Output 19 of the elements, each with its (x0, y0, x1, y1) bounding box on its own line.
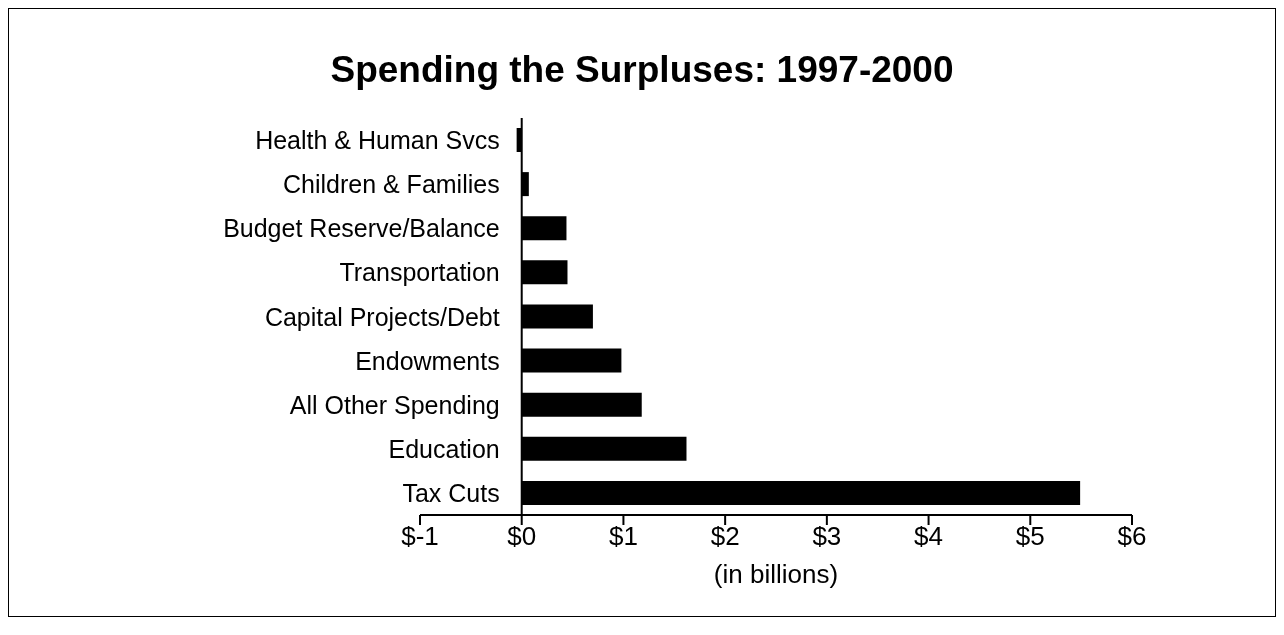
y-tick-label: Health & Human Svcs (255, 126, 500, 155)
x-axis-title: (in billions) (712, 559, 840, 590)
y-tick-label: Endowments (355, 346, 500, 375)
x-tick-label: $5 (1015, 521, 1045, 552)
x-tick-label: $1 (608, 521, 638, 552)
x-tick-label: $3 (812, 521, 842, 552)
x-tick-label: $4 (914, 521, 944, 552)
y-tick-label: All Other Spending (289, 390, 500, 419)
y-tick-label: Children & Families (282, 170, 500, 199)
y-tick-label: Education (388, 434, 500, 463)
x-tick-label: $2 (710, 521, 740, 552)
y-tick-label: Transportation (339, 258, 500, 287)
chart-title: Spending the Surpluses: 1997-2000 (329, 49, 955, 91)
y-tick-label: Tax Cuts (402, 478, 500, 507)
x-tick-label: $6 (1117, 521, 1147, 552)
x-tick-label: $0 (507, 521, 537, 552)
y-tick-label: Budget Reserve/Balance (223, 214, 500, 243)
y-tick-label: Capital Projects/Debt (264, 302, 500, 331)
x-tick-label: $-1 (401, 521, 439, 552)
